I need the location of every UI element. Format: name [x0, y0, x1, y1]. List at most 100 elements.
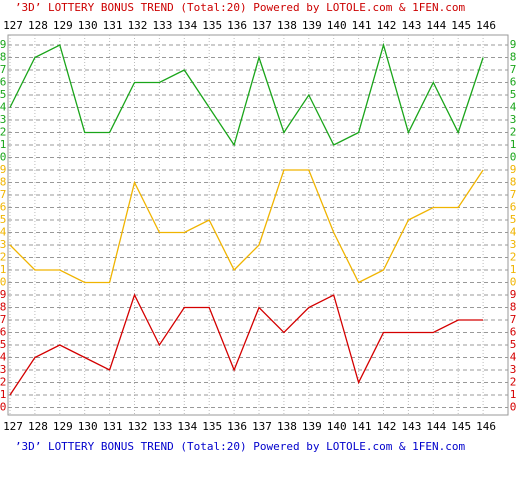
y-tick-label: 0	[0, 276, 6, 289]
x-tick-label: 129	[53, 19, 73, 32]
trend-line	[9, 169, 484, 284]
y-tick-label: 2	[510, 126, 517, 139]
x-tick-label: 144	[426, 420, 446, 433]
x-tick-label: 127	[3, 420, 23, 433]
y-tick-label: 5	[0, 338, 6, 351]
y-tick-label: 3	[510, 113, 517, 126]
y-tick-label: 4	[0, 226, 7, 239]
x-tick-label: 132	[128, 19, 148, 32]
y-tick-label: 6	[510, 76, 517, 89]
y-tick-label: 1	[0, 138, 6, 151]
y-tick-label: 3	[510, 363, 517, 376]
x-tick-label: 130	[78, 420, 98, 433]
y-tick-label: 4	[510, 226, 517, 239]
x-tick-label: 142	[377, 420, 397, 433]
y-tick-label: 8	[0, 301, 6, 314]
y-tick-label: 0	[510, 151, 517, 164]
x-tick-label: 134	[177, 420, 197, 433]
y-tick-label: 1	[510, 263, 517, 276]
x-tick-label: 143	[401, 19, 421, 32]
y-tick-label: 3	[0, 238, 6, 251]
x-tick-label: 136	[227, 19, 247, 32]
x-tick-label: 133	[152, 19, 172, 32]
y-tick-label: 8	[0, 176, 6, 189]
y-tick-label: 0	[0, 151, 6, 164]
x-tick-label: 146	[476, 420, 496, 433]
y-tick-label: 4	[0, 351, 7, 364]
y-tick-label: 7	[510, 63, 517, 76]
y-tick-label: 1	[0, 263, 6, 276]
x-tick-label: 128	[28, 420, 48, 433]
y-tick-label: 3	[0, 113, 6, 126]
y-tick-label: 6	[0, 201, 6, 214]
x-tick-label: 142	[377, 19, 397, 32]
y-tick-label: 8	[510, 301, 517, 314]
y-tick-label: 1	[510, 138, 517, 151]
x-tick-label: 135	[202, 19, 222, 32]
trend-line	[9, 293, 484, 396]
y-tick-label: 2	[510, 376, 517, 389]
x-tick-label: 134	[177, 19, 197, 32]
y-tick-label: 0	[510, 276, 517, 289]
x-tick-label: 141	[352, 420, 372, 433]
y-tick-label: 6	[510, 326, 517, 339]
y-tick-label: 7	[0, 313, 6, 326]
chart-title: ’3D’ LOTTERY BONUS TREND (Total:20) Powe…	[15, 1, 466, 14]
y-tick-label: 8	[510, 176, 517, 189]
y-tick-label: 2	[510, 251, 517, 264]
x-tick-label: 127	[3, 19, 23, 32]
y-tick-label: 9	[0, 288, 6, 301]
x-tick-label: 140	[327, 420, 347, 433]
x-tick-label: 137	[252, 19, 272, 32]
y-tick-label: 0	[510, 401, 517, 414]
x-tick-label: 132	[128, 420, 148, 433]
y-tick-label: 9	[510, 38, 517, 51]
y-tick-label: 7	[0, 188, 6, 201]
y-tick-label: 1	[510, 388, 517, 401]
y-tick-label: 2	[0, 376, 6, 389]
y-tick-label: 8	[510, 51, 517, 64]
y-tick-label: 6	[0, 76, 6, 89]
y-tick-label: 2	[0, 126, 6, 139]
y-tick-label: 2	[0, 251, 6, 264]
x-tick-label: 130	[78, 19, 98, 32]
y-tick-label: 7	[510, 188, 517, 201]
chart-footer: ’3D’ LOTTERY BONUS TREND (Total:20) Powe…	[15, 440, 466, 453]
y-tick-label: 3	[0, 363, 6, 376]
x-tick-label: 140	[327, 19, 347, 32]
x-tick-label: 146	[476, 19, 496, 32]
y-tick-label: 5	[510, 338, 517, 351]
x-tick-label: 145	[451, 420, 471, 433]
y-tick-label: 9	[510, 163, 517, 176]
y-tick-label: 4	[0, 101, 7, 114]
x-tick-label: 141	[352, 19, 372, 32]
y-tick-label: 7	[510, 313, 517, 326]
y-tick-label: 1	[0, 388, 6, 401]
x-tick-label: 144	[426, 19, 446, 32]
x-tick-label: 138	[277, 19, 297, 32]
x-tick-label: 139	[302, 19, 322, 32]
x-tick-label: 135	[202, 420, 222, 433]
y-tick-label: 4	[510, 101, 517, 114]
y-tick-label: 4	[510, 351, 517, 364]
y-tick-label: 6	[0, 326, 6, 339]
plot-border	[7, 34, 509, 416]
x-tick-label: 143	[401, 420, 421, 433]
x-tick-label: 138	[277, 420, 297, 433]
x-tick-label: 131	[103, 19, 123, 32]
y-tick-label: 9	[0, 38, 6, 51]
x-tick-label: 139	[302, 420, 322, 433]
y-tick-label: 8	[0, 51, 6, 64]
x-tick-label: 136	[227, 420, 247, 433]
y-tick-label: 9	[0, 163, 6, 176]
y-tick-label: 3	[510, 238, 517, 251]
y-tick-label: 9	[510, 288, 517, 301]
x-tick-label: 137	[252, 420, 272, 433]
y-tick-label: 6	[510, 201, 517, 214]
trend-line	[9, 42, 484, 147]
x-tick-label: 129	[53, 420, 73, 433]
y-tick-label: 5	[0, 88, 6, 101]
y-tick-label: 5	[510, 88, 517, 101]
y-tick-label: 5	[510, 213, 517, 226]
